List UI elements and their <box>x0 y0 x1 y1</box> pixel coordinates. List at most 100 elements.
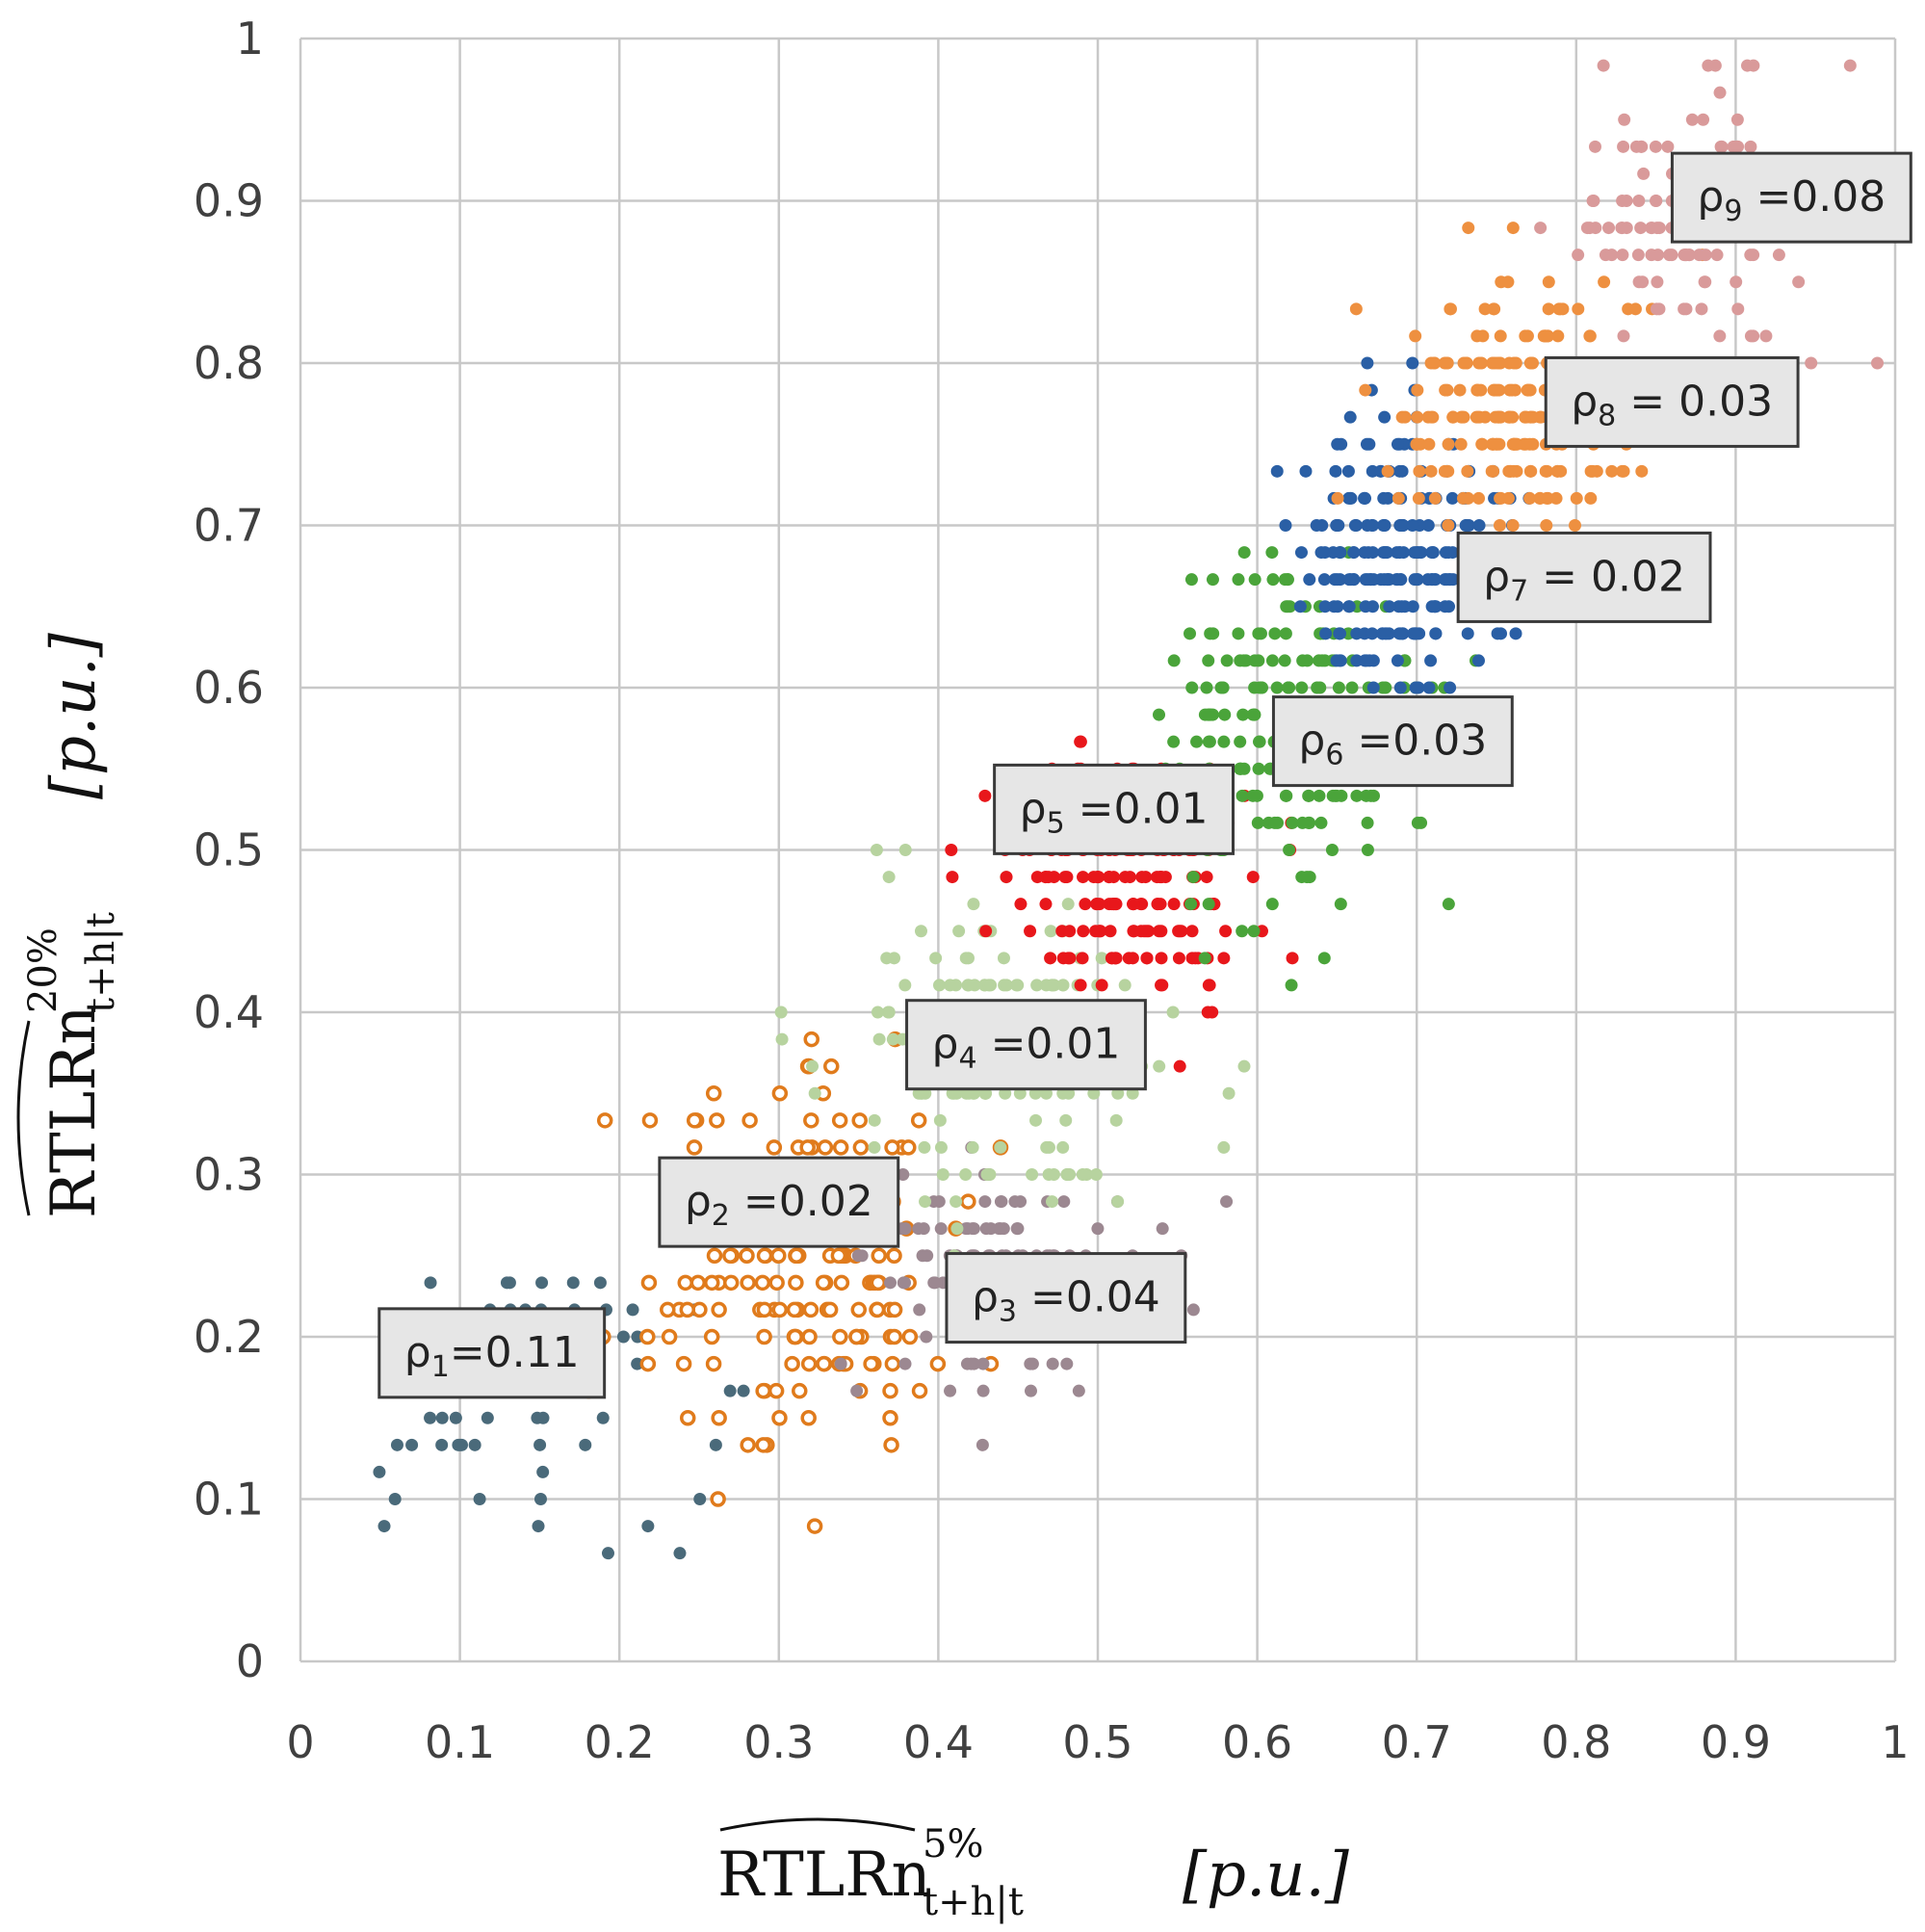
data-point <box>1185 925 1199 938</box>
data-point <box>1502 410 1516 424</box>
data-point <box>1313 654 1326 667</box>
data-point <box>1487 302 1500 316</box>
data-point <box>1077 871 1090 884</box>
data-point <box>641 1520 655 1533</box>
data-point <box>1076 1168 1089 1181</box>
data-point <box>1636 275 1650 289</box>
x-tick-label: 0.4 <box>903 1716 974 1768</box>
x-tick-label: 0.5 <box>1062 1716 1132 1768</box>
data-point <box>1620 195 1633 207</box>
data-point <box>1485 464 1498 478</box>
data-point <box>911 1382 928 1399</box>
data-point <box>536 1465 550 1478</box>
data-point <box>920 1330 933 1344</box>
data-point <box>1425 546 1439 560</box>
data-point <box>1710 248 1724 262</box>
data-point <box>468 1438 481 1451</box>
data-point <box>775 1032 789 1046</box>
data-point <box>1270 464 1284 478</box>
data-point <box>1232 627 1245 640</box>
data-point <box>596 1112 613 1129</box>
data-point <box>1411 410 1424 424</box>
y-tick-label: 0.7 <box>194 500 264 552</box>
data-point <box>1217 1140 1231 1154</box>
data-point <box>1118 979 1132 992</box>
data-point <box>1109 898 1123 911</box>
data-point <box>868 1113 881 1127</box>
data-point <box>1253 735 1266 748</box>
data-point <box>1422 437 1436 451</box>
data-point <box>886 1328 902 1345</box>
data-point <box>1279 519 1292 532</box>
data-point <box>1471 654 1485 667</box>
data-point <box>1279 789 1292 802</box>
data-point <box>626 1303 639 1317</box>
data-point <box>1155 871 1168 884</box>
data-point <box>710 1491 726 1507</box>
data-point <box>1622 302 1635 316</box>
data-point <box>424 1411 437 1424</box>
data-point <box>1329 464 1342 478</box>
data-point <box>1293 600 1307 614</box>
data-point <box>1540 519 1553 532</box>
data-point <box>1597 59 1610 72</box>
data-point <box>1713 329 1727 343</box>
data-point <box>1045 979 1058 992</box>
data-point <box>1393 546 1407 560</box>
data-point <box>1661 140 1675 153</box>
data-point <box>1302 789 1315 802</box>
data-point <box>803 1112 819 1129</box>
data-point <box>994 1140 1007 1154</box>
data-point <box>1523 437 1537 451</box>
rho-value: =0.11 <box>450 1328 580 1377</box>
data-point <box>1502 464 1516 478</box>
data-point <box>1282 681 1295 694</box>
data-point <box>1476 329 1490 343</box>
data-point <box>1236 789 1249 802</box>
data-point <box>1366 519 1379 532</box>
data-point <box>756 1301 773 1318</box>
data-point <box>959 1168 973 1181</box>
data-point <box>1542 302 1555 316</box>
data-point <box>984 1222 998 1236</box>
annotation-box <box>993 763 1235 855</box>
data-point <box>1237 1059 1251 1073</box>
data-point <box>1502 491 1516 505</box>
data-point <box>1461 627 1474 640</box>
data-point <box>898 1222 912 1236</box>
data-point <box>1302 816 1315 829</box>
rho-value: =0.02 <box>730 1177 873 1226</box>
data-point <box>1109 1113 1123 1127</box>
data-point <box>1341 464 1355 478</box>
data-point <box>870 1274 887 1292</box>
annotation-box <box>1670 151 1912 244</box>
data-point <box>1441 383 1454 397</box>
data-point <box>1234 762 1247 775</box>
data-point <box>1010 979 1024 992</box>
data-point <box>1616 248 1629 262</box>
data-point <box>910 1112 927 1129</box>
data-point <box>932 1195 946 1209</box>
data-point <box>1442 464 1455 478</box>
data-point <box>500 1276 513 1290</box>
data-point <box>898 844 912 856</box>
data-point <box>1026 1357 1039 1371</box>
data-point <box>1429 573 1443 587</box>
data-point <box>1109 952 1123 965</box>
data-point <box>1008 1195 1022 1209</box>
annotation-box <box>1544 355 1800 448</box>
data-point <box>1360 789 1373 802</box>
data-point <box>1090 871 1104 884</box>
data-point <box>946 871 959 884</box>
data-point <box>1237 546 1251 560</box>
data-point <box>834 1357 847 1371</box>
data-point <box>533 1438 547 1451</box>
data-point <box>1234 735 1247 748</box>
data-point <box>1236 925 1249 938</box>
data-point <box>917 1222 930 1236</box>
data-point <box>1457 410 1470 424</box>
data-point <box>1314 546 1328 560</box>
data-point <box>1333 627 1346 640</box>
